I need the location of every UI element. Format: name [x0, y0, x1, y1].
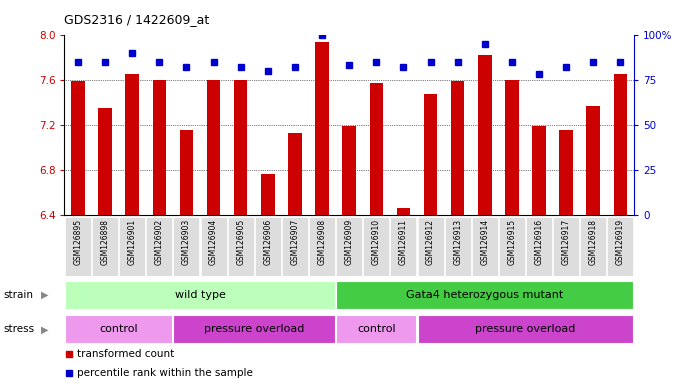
Text: strain: strain	[3, 290, 33, 300]
Text: GSM126904: GSM126904	[209, 219, 218, 265]
Bar	[424, 94, 437, 215]
FancyBboxPatch shape	[418, 316, 633, 343]
Text: stress: stress	[3, 324, 35, 334]
Bar	[315, 43, 329, 215]
Bar	[614, 74, 627, 215]
Text: wild type: wild type	[174, 290, 226, 300]
Text: GSM126908: GSM126908	[317, 219, 327, 265]
Bar	[288, 133, 302, 215]
FancyBboxPatch shape	[201, 217, 226, 276]
Text: GSM126901: GSM126901	[127, 219, 137, 265]
FancyBboxPatch shape	[174, 217, 199, 276]
FancyBboxPatch shape	[336, 281, 633, 309]
Bar	[505, 79, 519, 215]
Text: ▶: ▶	[41, 324, 48, 334]
Bar	[125, 74, 139, 215]
Bar	[342, 126, 356, 215]
Bar	[586, 106, 600, 215]
FancyBboxPatch shape	[526, 217, 552, 276]
FancyBboxPatch shape	[580, 217, 606, 276]
Text: ▶: ▶	[41, 290, 48, 300]
Bar	[559, 131, 573, 215]
Bar	[98, 108, 112, 215]
Bar	[370, 83, 383, 215]
Text: GSM126911: GSM126911	[399, 219, 408, 265]
Text: percentile rank within the sample: percentile rank within the sample	[77, 368, 253, 378]
Text: control: control	[357, 324, 395, 334]
Text: GSM126907: GSM126907	[290, 219, 300, 265]
FancyBboxPatch shape	[391, 217, 416, 276]
Text: GDS2316 / 1422609_at: GDS2316 / 1422609_at	[64, 13, 210, 26]
FancyBboxPatch shape	[553, 217, 579, 276]
Text: GSM126906: GSM126906	[263, 219, 273, 265]
Bar	[397, 208, 410, 215]
Text: GSM126905: GSM126905	[236, 219, 245, 265]
FancyBboxPatch shape	[119, 217, 145, 276]
FancyBboxPatch shape	[363, 217, 389, 276]
Text: GSM126895: GSM126895	[73, 219, 83, 265]
Text: GSM126917: GSM126917	[561, 219, 571, 265]
Text: GSM126903: GSM126903	[182, 219, 191, 265]
Text: transformed count: transformed count	[77, 349, 174, 359]
FancyBboxPatch shape	[65, 316, 172, 343]
FancyBboxPatch shape	[336, 217, 362, 276]
FancyBboxPatch shape	[499, 217, 525, 276]
Text: GSM126910: GSM126910	[372, 219, 381, 265]
FancyBboxPatch shape	[228, 217, 254, 276]
Text: GSM126912: GSM126912	[426, 219, 435, 265]
Bar	[71, 81, 85, 215]
Bar	[478, 55, 492, 215]
FancyBboxPatch shape	[65, 217, 91, 276]
FancyBboxPatch shape	[255, 217, 281, 276]
Bar	[451, 81, 464, 215]
Text: GSM126902: GSM126902	[155, 219, 164, 265]
Text: GSM126916: GSM126916	[534, 219, 544, 265]
Text: GSM126909: GSM126909	[344, 219, 354, 265]
Text: GSM126913: GSM126913	[453, 219, 462, 265]
Bar	[532, 126, 546, 215]
FancyBboxPatch shape	[309, 217, 335, 276]
Bar	[261, 174, 275, 215]
FancyBboxPatch shape	[472, 217, 498, 276]
Text: GSM126914: GSM126914	[480, 219, 490, 265]
Text: GSM126915: GSM126915	[507, 219, 517, 265]
FancyBboxPatch shape	[336, 316, 416, 343]
Bar	[207, 79, 220, 215]
FancyBboxPatch shape	[445, 217, 471, 276]
Text: pressure overload: pressure overload	[475, 324, 576, 334]
Text: control: control	[100, 324, 138, 334]
FancyBboxPatch shape	[607, 217, 633, 276]
Bar	[234, 79, 247, 215]
FancyBboxPatch shape	[174, 316, 335, 343]
Text: GSM126919: GSM126919	[616, 219, 625, 265]
Text: GSM126898: GSM126898	[100, 219, 110, 265]
Bar	[153, 79, 166, 215]
Text: pressure overload: pressure overload	[204, 324, 304, 334]
Text: Gata4 heterozygous mutant: Gata4 heterozygous mutant	[406, 290, 563, 300]
FancyBboxPatch shape	[146, 217, 172, 276]
FancyBboxPatch shape	[282, 217, 308, 276]
Bar	[180, 131, 193, 215]
FancyBboxPatch shape	[418, 217, 443, 276]
FancyBboxPatch shape	[92, 217, 118, 276]
FancyBboxPatch shape	[65, 281, 335, 309]
Text: GSM126918: GSM126918	[589, 219, 598, 265]
